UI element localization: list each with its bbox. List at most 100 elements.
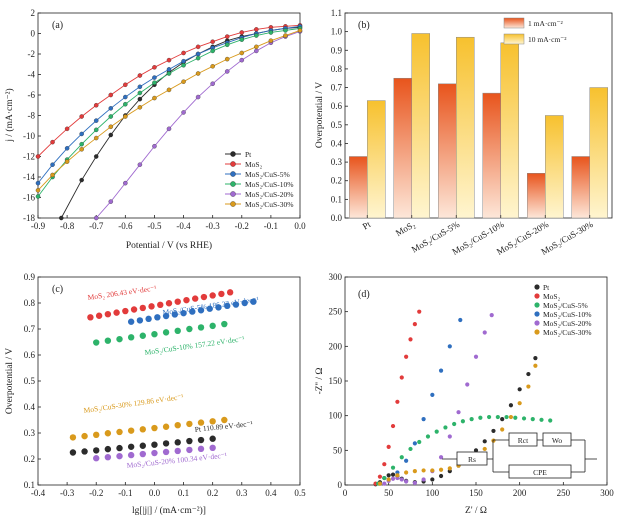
c-x-tick-label: 0.0 [149,488,161,498]
panel-a-series-2-point [152,75,157,80]
panel-d-x-ticks: 0 50 100 150 200 250 300 [343,482,614,498]
panel-b: (b) 0.0 0.1 0.2 0.3 0.4 0.5 0.6 0.7 0.8 0.9 1.0 1.1… [315,8,613,257]
panel-a-series-4-point [195,94,201,100]
panel-c-series-5-point [116,452,123,460]
panel-d-series-3-point [412,441,417,446]
panel-a-series-1-point [108,92,114,98]
panel-d-series-2-point [487,414,492,420]
panel-c-series-3-point [127,427,135,434]
panel-a-series-4-point [210,81,215,86]
panel-c-series-5-point [139,450,146,458]
panel-d-series-2-point [513,415,518,420]
panel-a-series-5-point [239,50,245,56]
panel-d-series-4-point [421,477,426,482]
panel-a-legend-label: MoS₂/CuS-10% [245,180,293,189]
panel-a-y-axis-label: j / (mA·cm⁻²) [4,88,15,142]
panel-c-series-3-point [151,424,158,432]
panel-d-legend: PtMoS₂MoS₂/CuS-5%MoS₂/CuS-10%MoS₂/CuS-20… [534,283,591,337]
panel-b-bar [349,156,368,219]
panel-a-series-0-point [59,215,64,221]
panel-b-y-tick-label: 0.9 [331,45,343,55]
panel-d-series-0-point [438,473,444,479]
panel-c-series-4-point [174,439,181,446]
panel-a-series-2-point [79,131,84,137]
panel-c-series-1-point [162,312,170,320]
panel-a-series-0-point [93,154,99,159]
panel-d-series-4-point [482,330,487,335]
panel-a-series [35,23,303,221]
panel-d-series-0-point [386,473,391,478]
panel-a-series-1-point [239,30,245,35]
panel-b-legend-label: 1 mA·cm⁻² [528,19,563,28]
c-y-tick-label: 0.3 [24,428,36,438]
panel-a-series-5-point [254,44,259,50]
panel-d-x-axis-label: Z' / Ω [465,506,487,516]
panel-a-y-ticks: 2 0 -2 -4 -6 -8 -10 -12 -14 -16 -18 [23,8,41,223]
panel-b-bar [482,92,501,219]
panel-d-series-2-point [460,419,465,424]
panel-a-x-axis-label: Potential / V (vs RHE) [126,240,212,251]
panel-b-y-tick-label: 0.8 [331,64,343,74]
panel-d-series-1-point [408,337,413,342]
panel-c-series-2-point [221,320,228,328]
panel-c-series-1-point [206,305,213,312]
c-x-tick-label: 0.4 [265,488,277,498]
c-x-tick-label: -0.2 [89,488,103,498]
panel-a-series-5-point [166,87,172,93]
panel-a-series-2-point [50,162,55,167]
panel-d-series-5-point [447,466,452,471]
panel-a-label: (a) [52,20,63,31]
panel-d-series-5-point [526,384,531,389]
panel-a-series-5-point [93,135,99,141]
a-x-tick-label: -0.3 [206,221,221,231]
panel-a-series-4-point [166,126,172,132]
panel-c-series-0-point [148,303,155,310]
panel-d-y-axis-label: -Z'' / Ω [315,368,325,395]
panel-a-series-5-point [123,114,128,119]
panel-c-x-ticks: -0.4 -0.3 -0.2 -0.1 0.0 0.1 0.2 0.3 0.4 0.5 [31,482,306,498]
panel-a-series-4-point [239,57,245,63]
panel-b-y-tick-label: 1.1 [331,8,342,18]
panel-c-x-axis-label: lg[|j|] / (mA·cm⁻²)] [132,505,206,516]
panel-b-bar [545,115,564,219]
panel-c-series-2-point [209,322,216,330]
panel-a-series-0-point [137,96,143,102]
panel-a-series-3-point [166,71,172,76]
panel-d-legend-label: MoS₂/CuS-5% [543,301,588,310]
panel-d-legend-label: MoS₂/CuS-30% [543,328,591,337]
panel-a-series-1-point [50,139,55,145]
d-y-tick-label: 250 [329,307,343,317]
panel-b-y-tick-label: 0.0 [331,213,343,223]
panel-a-series-5-point [108,124,114,130]
d-y-tick-label: 300 [329,272,343,282]
panel-c-series-1-point [154,314,161,321]
panel-a-legend-label: MoS₂/CuS-5% [245,170,290,179]
panel-d-series-4-point [412,480,417,486]
panel-d-series-1-point [404,354,409,359]
panel-c-series-0-point [192,295,199,302]
panel-c-series-5-point [209,444,216,452]
panel-c-series-0-point [174,298,181,305]
panel-b-legend-swatch [503,33,525,45]
d-x-tick-label: 0 [343,488,348,498]
panel-a-series-3-point [35,194,41,199]
panel-d-series-0-point [526,371,531,377]
panel-d-series-1-point [386,444,391,449]
panel-d-legend-marker [534,311,540,317]
panel-c-series-4-point [197,436,205,444]
d-y-tick-label: 0 [338,480,343,490]
panel-c-series-2-point [151,331,158,338]
panel-a-series-2-point [137,84,143,90]
panel-c-series-5-point [93,455,100,462]
panel-d-legend-label: MoS₂/CuS-20% [543,319,591,328]
panel-a-series-0-point [108,132,114,138]
panel-c-series-0-point [218,290,225,298]
panel-c-series-0-point [104,310,112,318]
panel-b-x-ticks: Pt MoS₂MoS₂/CuS-5%MoS₂/CuS-10%MoS₂/CuS-20… [361,215,595,257]
panel-a-series-2-point [64,146,70,151]
panel-d-series-0-point [473,448,479,453]
panel-a-series-3-point [239,37,245,42]
panel-c-series-2-point [93,339,100,346]
panel-d-series-4-point [390,476,396,481]
panel-c-series-0-point [209,292,216,299]
